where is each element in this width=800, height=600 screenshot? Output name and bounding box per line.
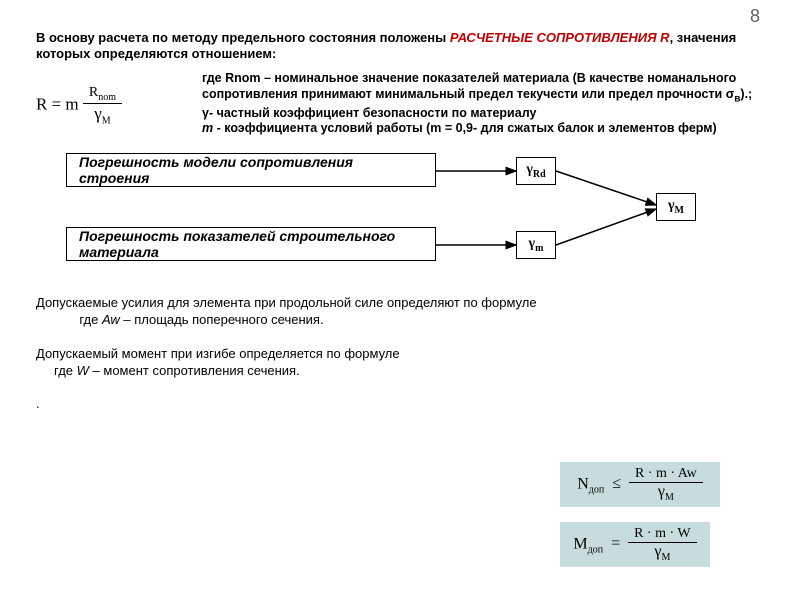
eqn-lhs: N [577, 475, 589, 492]
bottom-paragraphs: Допускаемые усилия для элемента при прод… [36, 295, 556, 413]
diagram-gamma-1: γRd [516, 157, 556, 185]
bottom-p1b-pre: где [36, 312, 102, 327]
diagram-box-2: Погрешность показателей строительного ма… [66, 227, 436, 261]
intro-red: РАСЧЕТНЫЕ СОПРОТИВЛЕНИЯ R [450, 30, 670, 45]
def-line3: - коэффициента условий работы (m = 0,9- … [213, 121, 717, 135]
formula-den: γ [94, 104, 102, 123]
diagram-gamma-2: γm [516, 231, 556, 259]
definitions-block: где Rnom – номинальное значение показате… [202, 71, 764, 137]
formula-num-sub: nom [98, 92, 116, 103]
diagram: Погрешность модели сопротивления строени… [36, 147, 764, 287]
bottom-p2: Допускаемый момент при изгибе определяет… [36, 346, 556, 380]
eqm-lhs-sub: доп [588, 544, 603, 555]
bottom-p2b-var: W [77, 363, 89, 378]
def-line2: γ- частный коэффициент безопасности по м… [202, 106, 536, 120]
bottom-p1b-var: Aw [102, 312, 120, 327]
def-line1b: ).; [740, 87, 752, 101]
main-formula: R = m Rnom γM [36, 71, 186, 126]
bottom-p1a: Допускаемые усилия для элемента при прод… [36, 295, 537, 310]
intro-text-1: В основу расчета по методу предельного с… [36, 30, 450, 45]
formula-den-sub: M [102, 115, 111, 126]
bottom-p2b-post: – момент сопротивления сечения. [89, 363, 300, 378]
eqn-lhs-sub: доп [589, 484, 604, 495]
diagram-gamma-out: γM [656, 193, 696, 221]
eqm-op: = [611, 535, 620, 552]
page-number: 8 [750, 6, 760, 27]
eqn-op: ≤ [612, 475, 621, 492]
bottom-p1b-post: – площадь поперечного сечения. [120, 312, 324, 327]
eqm-lhs: M [573, 535, 587, 552]
formula-num: R [89, 85, 98, 100]
diagram-box-1: Погрешность модели сопротивления строени… [66, 153, 436, 187]
eqm-den: γM [628, 543, 697, 563]
bottom-p2b-pre: где [36, 363, 77, 378]
formula-row: R = m Rnom γM где Rnom – номинальное зна… [36, 71, 764, 137]
equation-n: Nдоп ≤ R · m · Aw γM [560, 462, 720, 507]
eqn-den: γM [629, 483, 703, 503]
eqm-num: R · m · W [628, 526, 697, 543]
eqn-num: R · m · Aw [629, 466, 703, 483]
equation-m: Mдоп = R · m · W γM [560, 522, 710, 567]
bottom-p1: Допускаемые усилия для элемента при прод… [36, 295, 556, 329]
bottom-dot: . [36, 396, 556, 413]
formula-lhs: R = m [36, 95, 79, 114]
def-line1a: где Rnom – номинальное значение показате… [202, 71, 736, 101]
intro-paragraph: В основу расчета по методу предельного с… [36, 30, 764, 61]
bottom-p2a: Допускаемый момент при изгибе определяет… [36, 346, 400, 361]
def-line3-pre: m [202, 121, 213, 135]
